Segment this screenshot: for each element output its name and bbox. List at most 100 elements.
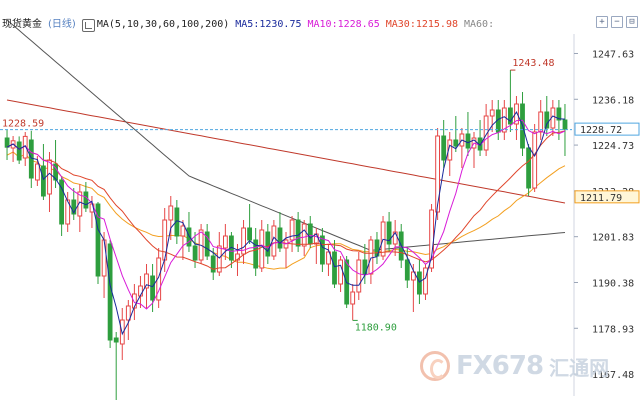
- candle-body: [417, 271, 422, 295]
- ma-price-tag: [574, 190, 640, 204]
- ma60-label: MA60:: [464, 19, 495, 30]
- price-tick-label: 1247.63: [592, 49, 634, 60]
- ma30-line: [6, 130, 566, 270]
- candle-body: [404, 259, 410, 281]
- chart-toolbar: + − ⊟: [596, 16, 638, 28]
- candle-body: [386, 221, 392, 245]
- candle-body: [301, 223, 307, 247]
- candle-body: [35, 163, 40, 181]
- candle-body: [508, 107, 513, 125]
- reference-line-label: 1228.59: [2, 119, 44, 130]
- candle-body: [489, 109, 495, 117]
- candle-body: [150, 275, 155, 301]
- candle-body: [95, 203, 101, 277]
- candle-body: [307, 223, 313, 245]
- price-tick-label: 1224.73: [592, 141, 634, 152]
- ma5-label: MA5:1230.75: [235, 19, 302, 30]
- candle-body: [483, 115, 489, 151]
- candle-body: [210, 255, 216, 273]
- candle-body: [4, 137, 10, 148]
- candle-body: [556, 107, 562, 121]
- current-price-tag: [574, 122, 640, 136]
- panel-icon[interactable]: ⊟: [626, 16, 638, 28]
- candle-body: [235, 253, 240, 261]
- zoom-in-icon[interactable]: +: [596, 16, 608, 28]
- candle-body: [326, 251, 331, 265]
- current-price-label: 1228.72: [580, 125, 622, 136]
- candle-body: [320, 235, 325, 265]
- candle-body: [526, 147, 532, 189]
- candle-body: [47, 159, 52, 195]
- period-label[interactable]: (日线): [48, 19, 76, 30]
- candle-body: [241, 227, 246, 255]
- ma10-label: MA10:1228.65: [307, 19, 380, 30]
- candle-body: [113, 337, 119, 343]
- price-tick-label: 1190.38: [592, 278, 634, 289]
- candle-body: [562, 119, 568, 130]
- annotation-label: 1243.48: [512, 58, 554, 69]
- candle-body: [28, 139, 34, 179]
- watermark-brand: FX678: [456, 351, 544, 381]
- candle-body: [411, 271, 416, 281]
- candle-body: [144, 273, 149, 289]
- candle-body: [332, 251, 337, 285]
- price-tick-label: 1236.18: [592, 95, 634, 106]
- ma60-line: [6, 151, 566, 270]
- candle-body: [368, 239, 374, 275]
- candle-body: [71, 199, 77, 215]
- candle-body: [265, 231, 271, 257]
- candle-body: [253, 239, 259, 269]
- candle-body: [247, 227, 252, 241]
- candle-body: [125, 305, 131, 321]
- price-tick-label: 1167.48: [592, 370, 634, 381]
- watermark-cn: 汇通网: [549, 355, 610, 380]
- candle-body: [465, 133, 471, 149]
- candle-body: [356, 259, 362, 293]
- candle-body: [447, 139, 453, 161]
- indicator-label: MA(5,10,30,60,100,200): [96, 19, 230, 30]
- candle-body: [223, 235, 228, 249]
- candle-body: [289, 219, 295, 241]
- candle-body: [192, 245, 198, 261]
- candle-body: [338, 259, 344, 285]
- candle-body: [435, 135, 441, 213]
- indicator-icon[interactable]: [81, 18, 95, 32]
- candle-body: [83, 191, 89, 209]
- candle-body: [423, 267, 428, 295]
- price-tick-label: 1178.93: [592, 324, 634, 335]
- candle-body: [259, 229, 265, 269]
- candle-body: [16, 141, 22, 161]
- candle-body: [41, 165, 46, 197]
- zoom-out-icon[interactable]: −: [611, 16, 623, 28]
- candle-body: [59, 179, 65, 225]
- ma200-line: [6, 99, 566, 204]
- candle-body: [544, 111, 550, 129]
- candle-body: [453, 139, 459, 147]
- candle-body: [204, 231, 210, 257]
- candle-body: [501, 107, 507, 133]
- price-tick-label: 1201.83: [592, 233, 634, 244]
- candle-body: [441, 135, 447, 161]
- candle-body: [107, 243, 113, 341]
- annotation-label: 1180.90: [355, 322, 397, 333]
- candle-body: [174, 207, 180, 237]
- ma30-label: MA30:1215.98: [385, 19, 458, 30]
- candle-body: [168, 205, 174, 221]
- candle-body: [65, 199, 71, 225]
- ma-price-label: 1211.79: [580, 193, 622, 204]
- candle-body: [101, 239, 107, 277]
- ma10-line: [6, 119, 566, 310]
- candle-body: [156, 257, 162, 301]
- candle-body: [180, 225, 186, 237]
- ma100-line: [6, 19, 566, 251]
- watermark: FX678 汇通网: [420, 348, 620, 384]
- ma5-line: [6, 110, 566, 336]
- candle-body: [350, 291, 356, 305]
- candle-body: [295, 219, 301, 247]
- candle-body: [538, 111, 544, 133]
- candle-body: [532, 131, 538, 189]
- candle-body: [186, 227, 192, 247]
- candle-body: [53, 163, 59, 181]
